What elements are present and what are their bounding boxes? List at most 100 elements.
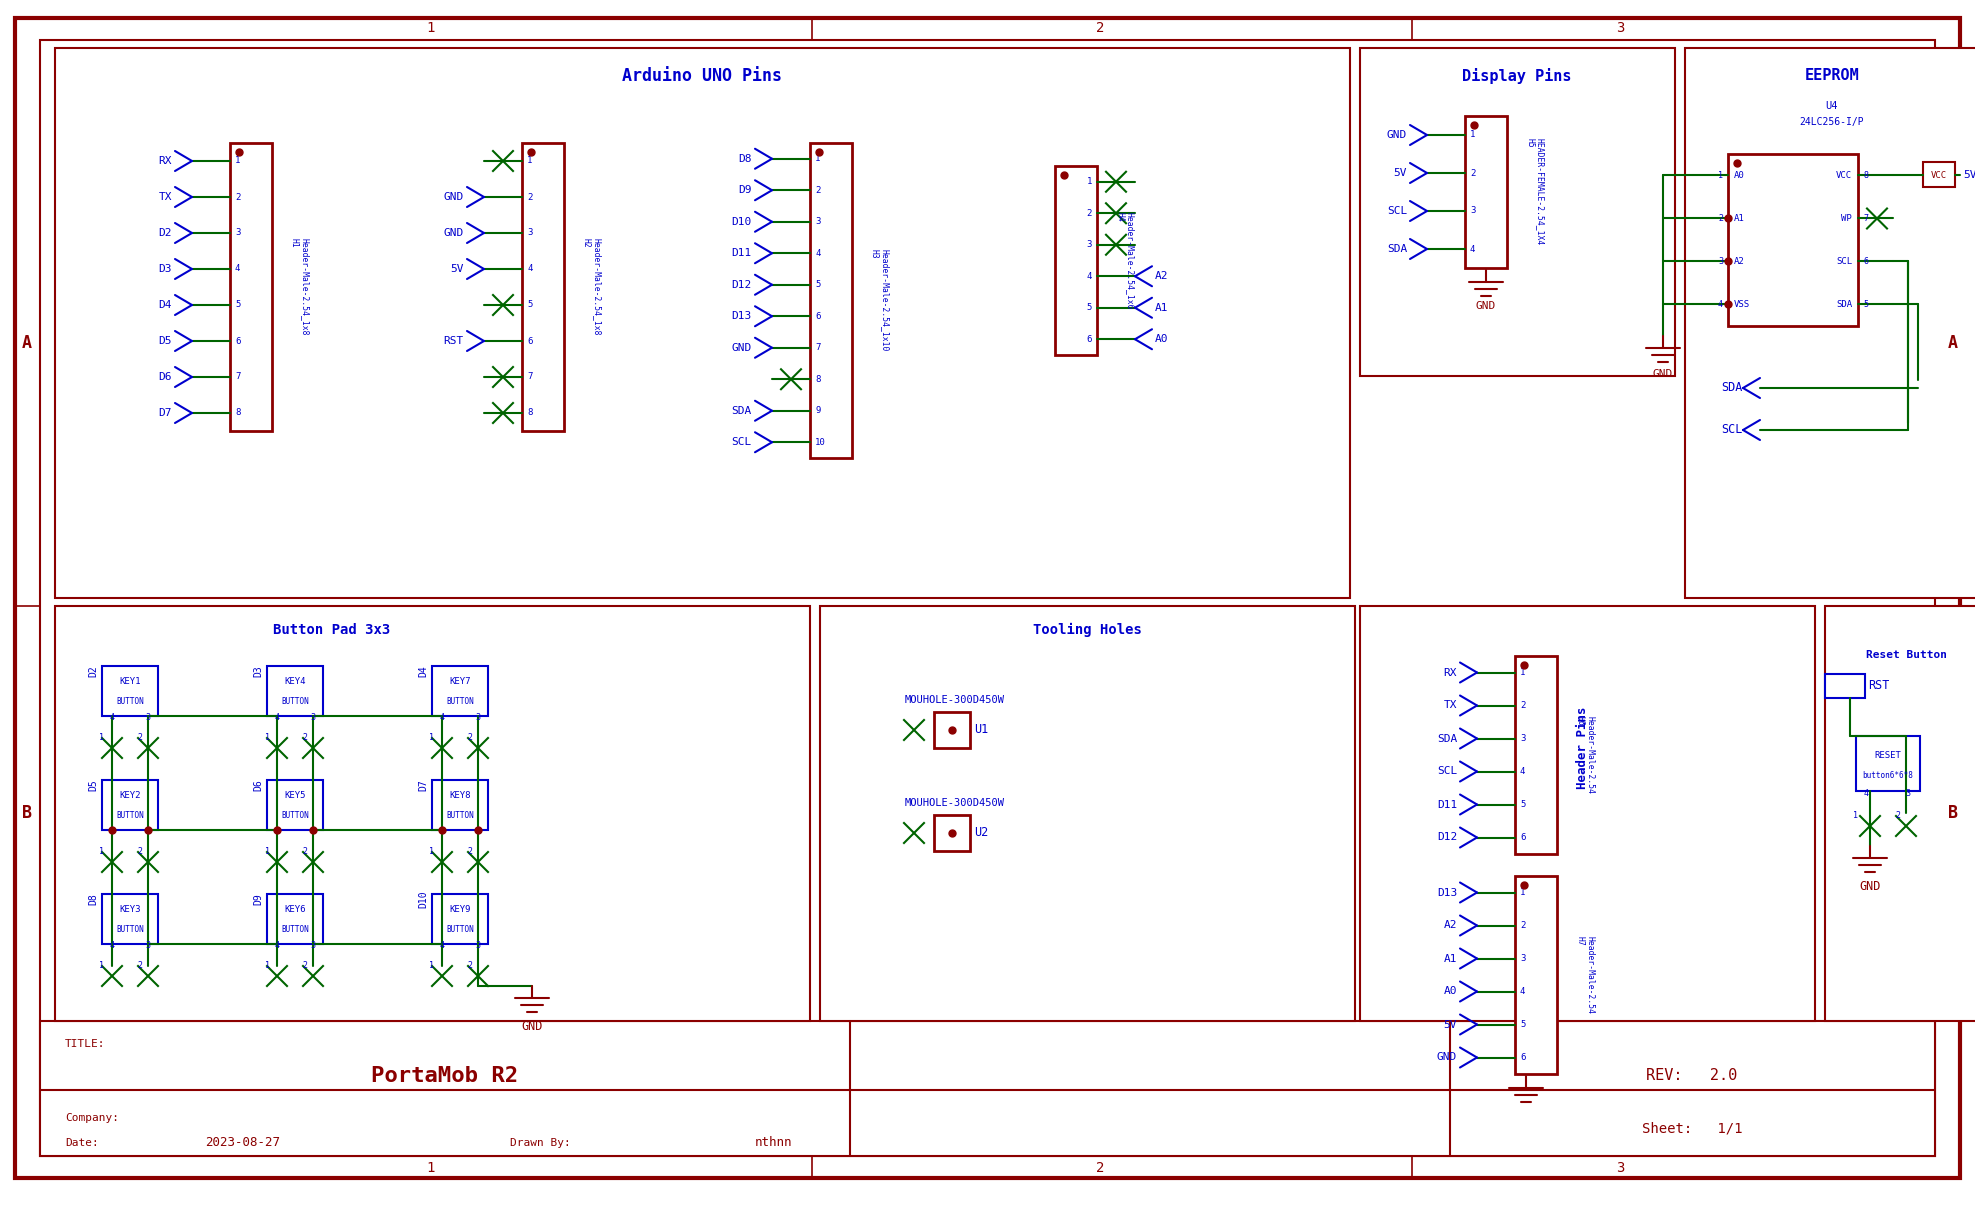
Bar: [267, 666, 324, 716]
Text: Sheet:   1/1: Sheet: 1/1: [1641, 1121, 1742, 1135]
Text: A: A: [1947, 334, 1957, 352]
Bar: [267, 894, 324, 944]
Text: 1: 1: [235, 156, 241, 166]
Text: MOUHOLE-300D450W: MOUHOLE-300D450W: [905, 798, 1005, 808]
Text: 7: 7: [1862, 214, 1868, 223]
Text: 4: 4: [109, 713, 115, 722]
Bar: [1856, 736, 1920, 791]
Text: 6: 6: [527, 336, 533, 345]
Bar: [433, 780, 488, 830]
Text: 5: 5: [1086, 303, 1092, 312]
Text: 5: 5: [527, 301, 533, 309]
Text: D8: D8: [89, 893, 99, 905]
Text: VSS: VSS: [1734, 300, 1750, 309]
Text: VCC: VCC: [1932, 171, 1947, 181]
Text: 2: 2: [302, 847, 308, 856]
Text: KEY4: KEY4: [284, 677, 306, 685]
Bar: [1361, 605, 1815, 1020]
Text: 6: 6: [1521, 833, 1525, 842]
Text: 1: 1: [1521, 668, 1525, 677]
Text: GND: GND: [1653, 368, 1673, 379]
Text: A2: A2: [1734, 257, 1744, 266]
Text: 10: 10: [816, 437, 826, 447]
Text: 2: 2: [138, 962, 142, 970]
Text: 4: 4: [1521, 768, 1525, 776]
Text: 1: 1: [265, 847, 269, 856]
Text: Button Pad 3x3: Button Pad 3x3: [273, 623, 391, 637]
Text: 2: 2: [138, 847, 142, 856]
Text: 7: 7: [235, 372, 241, 382]
Text: A1: A1: [1734, 214, 1744, 223]
Text: 2: 2: [302, 733, 308, 743]
Text: 3: 3: [310, 713, 316, 722]
Text: D11: D11: [733, 248, 752, 258]
Text: D4: D4: [158, 300, 172, 309]
Text: 2: 2: [1469, 168, 1475, 178]
Text: RX: RX: [1444, 668, 1458, 678]
Text: B: B: [22, 804, 32, 822]
Text: 1: 1: [265, 733, 269, 743]
Text: 3: 3: [235, 228, 241, 237]
Bar: [103, 666, 158, 716]
Bar: [810, 142, 851, 458]
Text: KEY8: KEY8: [448, 791, 470, 799]
Text: 3: 3: [1521, 734, 1525, 743]
Text: 3: 3: [1521, 954, 1525, 963]
Bar: [433, 894, 488, 944]
Text: Reset Button: Reset Button: [1866, 650, 1947, 659]
Text: 1: 1: [527, 156, 533, 166]
Text: 4: 4: [1469, 244, 1475, 253]
Text: 2: 2: [1521, 921, 1525, 930]
Text: KEY6: KEY6: [284, 905, 306, 914]
Text: Header Pins: Header Pins: [1576, 707, 1588, 790]
Bar: [934, 712, 970, 748]
Text: 1: 1: [1853, 810, 1858, 819]
Text: EEPROM: EEPROM: [1805, 69, 1858, 84]
Text: 3: 3: [816, 217, 820, 226]
Text: 2: 2: [468, 962, 472, 970]
Text: 3: 3: [310, 828, 316, 836]
Text: KEY3: KEY3: [118, 905, 140, 914]
Text: 2: 2: [1096, 21, 1104, 36]
Bar: [1728, 154, 1858, 325]
Text: BUTTON: BUTTON: [446, 812, 474, 820]
Bar: [103, 780, 158, 830]
Text: 2023-08-27: 2023-08-27: [205, 1136, 280, 1149]
Text: 5: 5: [1862, 300, 1868, 309]
Text: 3: 3: [1906, 790, 1910, 798]
Text: 8: 8: [1862, 171, 1868, 181]
Text: BUTTON: BUTTON: [280, 812, 308, 820]
Text: A0: A0: [1734, 171, 1744, 181]
Text: D13: D13: [1436, 888, 1458, 898]
Text: 3: 3: [476, 828, 480, 836]
Text: 3: 3: [310, 942, 316, 950]
Text: U4: U4: [1825, 101, 1839, 111]
Text: VCC: VCC: [1837, 171, 1853, 181]
Text: GND: GND: [1386, 130, 1406, 140]
Bar: [229, 142, 273, 431]
Text: D3: D3: [158, 264, 172, 274]
Text: 3: 3: [1718, 257, 1722, 266]
Bar: [1825, 674, 1864, 698]
Text: D11: D11: [1436, 799, 1458, 809]
Text: Display Pins: Display Pins: [1462, 68, 1572, 84]
Bar: [1685, 48, 1975, 598]
Text: Header-Male-2.54_1x8
H2: Header-Male-2.54_1x8 H2: [583, 238, 602, 335]
Text: GND: GND: [1436, 1052, 1458, 1062]
Text: D8: D8: [739, 154, 752, 163]
Text: 4: 4: [1086, 271, 1092, 281]
Text: D6: D6: [253, 779, 263, 791]
Text: A2: A2: [1155, 271, 1169, 281]
Text: D10: D10: [733, 217, 752, 227]
Text: BUTTON: BUTTON: [280, 926, 308, 935]
Text: 9: 9: [816, 406, 820, 415]
Text: 4: 4: [235, 264, 241, 274]
Text: 2: 2: [302, 962, 308, 970]
Text: 3: 3: [146, 828, 150, 836]
Text: 3: 3: [476, 713, 480, 722]
Text: nthnn: nthnn: [754, 1136, 792, 1149]
Text: TX: TX: [158, 192, 172, 201]
Text: 1: 1: [99, 733, 105, 743]
Text: SCL: SCL: [1722, 424, 1744, 436]
Bar: [1361, 48, 1675, 376]
